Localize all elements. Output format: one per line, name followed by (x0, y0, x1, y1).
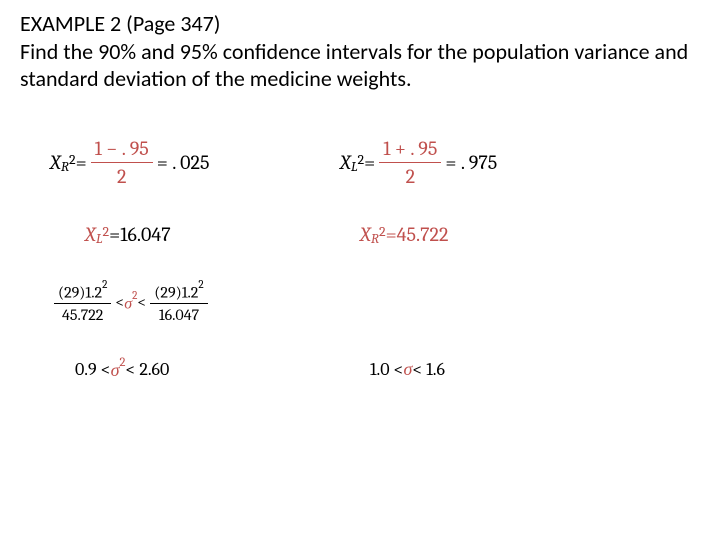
row-variance-interval-fractions: (29)1.22 45.722 < σ2 < (29)1.22 16.047 (0, 281, 720, 324)
lt2: < (137, 293, 146, 311)
rhs: < 2.60 (125, 359, 169, 380)
row-final-intervals: 0.9 < σ2 < 2.60 1.0 < σ < 1.6 (0, 359, 720, 381)
lhs: 0.9 < (75, 359, 111, 380)
frac-1minus: 1 − . 95 2 (91, 137, 153, 188)
rhs: = . 025 (157, 151, 210, 174)
sigma-sq: σ2 (111, 359, 126, 381)
eq-chi-r-formula: XR2 = 1 − . 95 2 = . 025 (50, 137, 209, 188)
den: 2 (402, 163, 419, 188)
sym-X: X (360, 223, 371, 246)
sup-2: 2 (379, 223, 386, 240)
equals: = (364, 151, 375, 174)
sym-X: X (340, 151, 351, 174)
eq-variance-interval: 0.9 < σ2 < 2.60 (75, 359, 169, 381)
rhs: = . 975 (445, 151, 497, 174)
lhs: 1.0 < (370, 359, 403, 380)
val: 16.047 (120, 223, 170, 246)
header-line2: Find the 90% and 95% confidence interval… (20, 38, 700, 93)
sub-L: L (351, 158, 358, 175)
frac-right: (29)1.22 16.047 (150, 281, 207, 324)
sigma-sq: σ2 (124, 292, 137, 313)
val: 45.722 (397, 223, 449, 246)
sup-2: 2 (69, 151, 76, 168)
rhs: < 1.6 (412, 359, 445, 380)
eq-chi-l-formula: XL2 = 1 + . 95 2 = . 975 (340, 137, 497, 188)
sym-X: X (50, 151, 61, 174)
row-chi-values: XL2 = 16.047 XR2 = 45.722 (0, 223, 720, 246)
sym-X: X (85, 223, 96, 246)
eq-sd-interval: 1.0 < σ < 1.6 (370, 359, 445, 380)
sub-L: L (96, 230, 103, 247)
den: 45.722 (58, 304, 107, 324)
num: 1 − . 95 (91, 137, 153, 163)
sup-2: 2 (103, 223, 110, 240)
den: 2 (113, 163, 130, 188)
frac-1plus: 1 + . 95 2 (379, 137, 441, 188)
sub-R: R (371, 230, 379, 247)
sup-2: 2 (358, 151, 365, 168)
den: 16.047 (155, 304, 203, 324)
equals: = (386, 223, 397, 246)
eq-chi-l-value: XL2 = 16.047 (85, 223, 171, 246)
lt1: < (115, 293, 124, 311)
num: 1 + . 95 (379, 137, 441, 163)
num: (29)1.22 (54, 281, 111, 304)
row-chi-formulas: XR2 = 1 − . 95 2 = . 025 XL2 = 1 + . 95 … (0, 137, 720, 188)
math-area: XR2 = 1 − . 95 2 = . 025 XL2 = 1 + . 95 … (0, 97, 720, 381)
example-header: EXAMPLE 2 (Page 347) Find the 90% and 95… (0, 0, 720, 97)
num: (29)1.22 (150, 281, 207, 304)
equals: = (109, 223, 120, 246)
sigma: σ (403, 359, 412, 380)
eq-chi-r-value: XR2 = 45.722 (360, 223, 448, 246)
sub-R: R (61, 158, 69, 175)
header-line1: EXAMPLE 2 (Page 347) (20, 10, 700, 38)
equals: = (76, 151, 87, 174)
eq-variance-fractions: (29)1.22 45.722 < σ2 < (29)1.22 16.047 (50, 281, 212, 324)
frac-left: (29)1.22 45.722 (54, 281, 111, 324)
